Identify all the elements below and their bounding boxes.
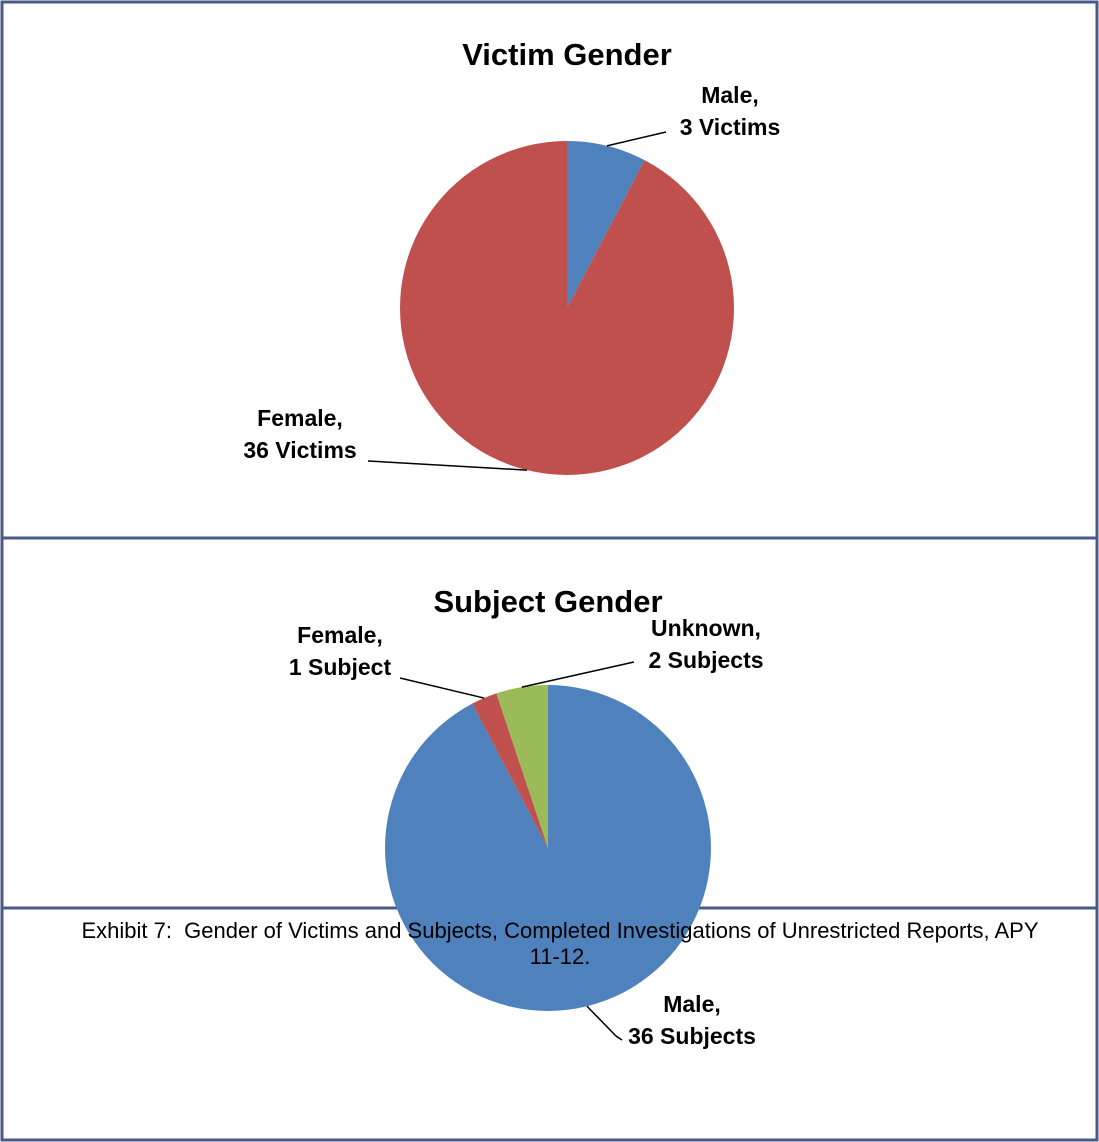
- chart-title: Victim Gender: [462, 37, 672, 72]
- data-label-value: 36 Victims: [243, 437, 356, 463]
- leader-line: [367, 460, 528, 471]
- leader-line: [399, 677, 485, 699]
- data-label-name: Male,: [701, 82, 759, 108]
- data-label-name: Male,: [663, 991, 721, 1017]
- data-label-name: Female,: [257, 405, 343, 431]
- pie-slice: [472, 693, 548, 848]
- data-label-value: 2 Subjects: [648, 647, 763, 673]
- pie-slice: [400, 141, 734, 475]
- data-label-name: Unknown,: [651, 615, 761, 641]
- data-label-name: Female,: [297, 622, 383, 648]
- data-label-value: 3 Victims: [680, 114, 781, 140]
- pie-slice: [567, 141, 645, 308]
- pie-slice: [496, 685, 548, 848]
- leader-line: [606, 131, 667, 147]
- data-label-value: 36 Subjects: [628, 1023, 756, 1049]
- data-label-value: 1 Subject: [289, 654, 392, 680]
- chart-title: Subject Gender: [433, 584, 662, 619]
- leader-line: [586, 1005, 623, 1041]
- leader-line: [521, 661, 635, 688]
- caption: Exhibit 7: Gender of Victims and Subject…: [81, 918, 1045, 969]
